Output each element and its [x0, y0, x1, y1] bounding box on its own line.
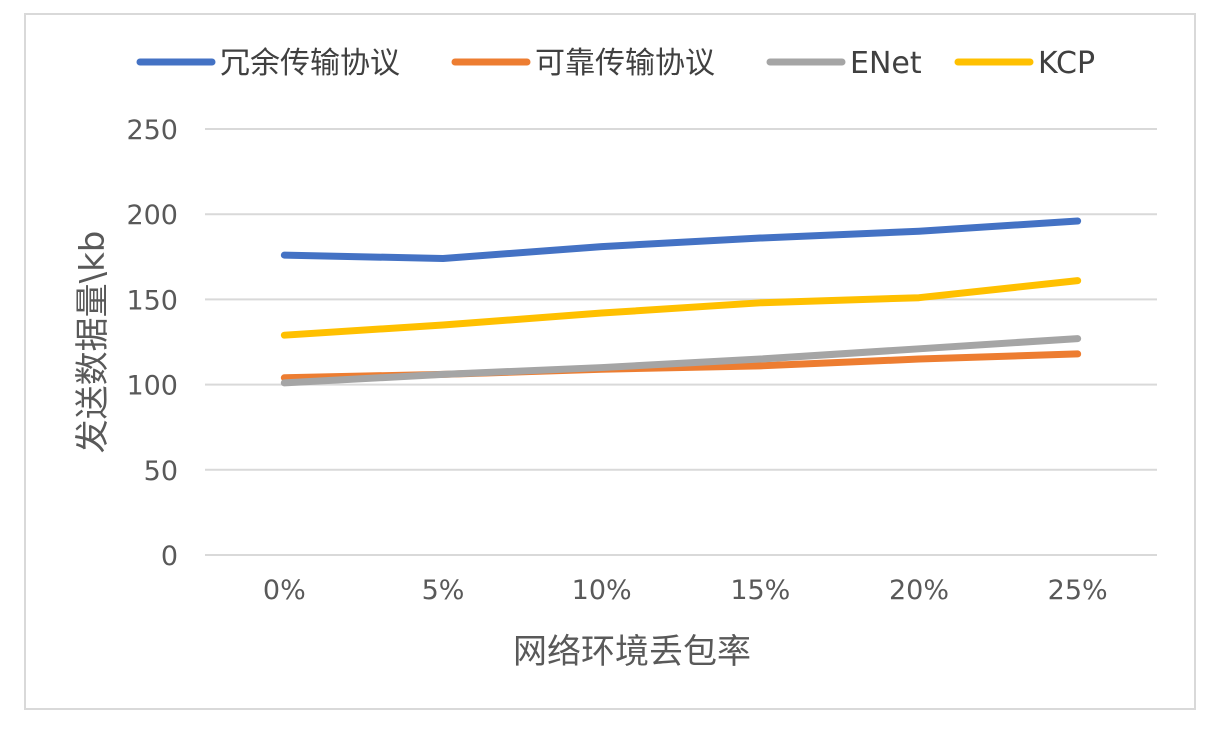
y-tick-label: 250	[126, 115, 178, 146]
x-tick-label: 15%	[730, 575, 790, 606]
y-tick-label: 100	[126, 371, 178, 402]
x-tick-label: 5%	[422, 575, 465, 606]
legend-label: ENet	[850, 46, 922, 81]
x-tick-label: 20%	[889, 575, 949, 606]
y-tick-label: 200	[126, 200, 178, 231]
series-line	[280, 277, 1082, 339]
x-tick-labels: 0% 5% 10% 15% 20% 25%	[263, 575, 1108, 606]
series-line	[280, 335, 1082, 387]
y-tick-labels: 0 50 100 150 200 250	[126, 115, 178, 572]
legend: 冗余传输协议 可靠传输协议 ENet KCP	[136, 46, 1095, 81]
x-tick-label: 25%	[1048, 575, 1108, 606]
y-tick-label: 50	[144, 456, 178, 487]
x-axis-title: 网络环境丢包率	[513, 632, 751, 672]
legend-label: 冗余传输协议	[220, 46, 400, 81]
x-tick-label: 0%	[263, 575, 306, 606]
x-tick-label: 10%	[572, 575, 632, 606]
y-axis-title: 发送数据量\kb	[73, 231, 113, 454]
y-tick-label: 150	[126, 285, 178, 316]
legend-label: 可靠传输协议	[535, 46, 715, 81]
series-lines	[280, 217, 1082, 387]
y-tick-label: 0	[161, 541, 178, 572]
gridlines	[205, 128, 1157, 556]
legend-label: KCP	[1038, 46, 1095, 81]
series-line	[280, 217, 1082, 263]
